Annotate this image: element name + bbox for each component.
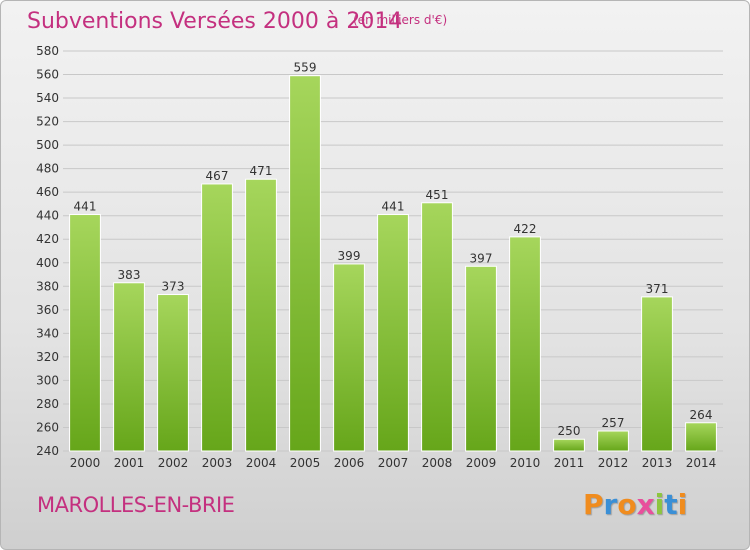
logo-letter: o — [617, 488, 637, 521]
data-label-2006: 399 — [338, 249, 361, 263]
x-axis-ticks: 2000 2001 2002 2003 2004 2005 2006 2007 2008 2009… — [70, 456, 717, 470]
logo-letter: i — [654, 488, 665, 521]
data-labels: 441 383 373 467 471 559 399 441 451 397 422 250 257 3… — [74, 61, 713, 439]
bar-2013 — [641, 296, 673, 452]
y-tick-label: 520 — [36, 115, 59, 129]
y-tick-label: 280 — [36, 397, 59, 411]
bar-2011 — [553, 438, 585, 452]
y-tick-label: 260 — [36, 420, 59, 434]
data-label-2012: 257 — [602, 416, 625, 430]
data-label-2010: 422 — [514, 222, 537, 236]
bar-2000 — [69, 214, 101, 452]
y-tick-label: 480 — [36, 162, 59, 176]
x-tick-label: 2007 — [378, 456, 409, 470]
y-tick-label: 300 — [36, 373, 59, 387]
logo-letter: P — [583, 488, 604, 521]
data-label-2014: 264 — [690, 408, 713, 422]
y-tick-label: 320 — [36, 350, 59, 364]
x-tick-label: 2014 — [686, 456, 717, 470]
data-label-2007: 441 — [382, 200, 405, 214]
bar-2006 — [333, 263, 365, 452]
chart-title: Subventions Versées 2000 à 2014 — [27, 9, 403, 34]
y-tick-label: 580 — [36, 44, 59, 58]
x-tick-label: 2000 — [70, 456, 101, 470]
bar-2008 — [421, 202, 453, 452]
x-tick-label: 2001 — [114, 456, 145, 470]
data-label-2013: 371 — [646, 282, 669, 296]
y-tick-label: 240 — [36, 444, 59, 458]
x-tick-label: 2006 — [334, 456, 365, 470]
x-tick-label: 2012 — [598, 456, 629, 470]
bar-2004 — [245, 178, 277, 452]
x-tick-label: 2005 — [290, 456, 321, 470]
x-tick-label: 2002 — [158, 456, 189, 470]
bar-2014 — [685, 422, 717, 452]
logo-letter: i — [677, 488, 688, 521]
chart-subtitle: (en milliers d'€) — [353, 13, 448, 27]
y-tick-label: 460 — [36, 185, 59, 199]
data-label-2011: 250 — [558, 424, 581, 438]
logo-letter: r — [603, 488, 618, 521]
bar-2002 — [157, 294, 189, 452]
data-label-2002: 373 — [162, 280, 185, 294]
x-tick-label: 2004 — [246, 456, 277, 470]
bar-2010 — [509, 236, 541, 452]
bar-2003 — [201, 183, 233, 452]
bar-2007 — [377, 214, 409, 452]
data-label-2000: 441 — [74, 200, 97, 214]
y-tick-label: 400 — [36, 256, 59, 270]
y-tick-label: 360 — [36, 303, 59, 317]
data-label-2003: 467 — [206, 169, 229, 183]
bar-2012 — [597, 430, 629, 452]
proxiti-logo[interactable]: Proxiti — [583, 488, 687, 521]
data-label-2009: 397 — [470, 251, 493, 265]
x-tick-label: 2009 — [466, 456, 497, 470]
y-tick-label: 420 — [36, 232, 59, 246]
data-label-2004: 471 — [250, 164, 273, 178]
logo-letter: x — [636, 488, 655, 521]
logo-letter: t — [664, 488, 678, 521]
data-label-2008: 451 — [426, 188, 449, 202]
x-tick-label: 2013 — [642, 456, 673, 470]
x-tick-label: 2008 — [422, 456, 453, 470]
x-tick-label: 2010 — [510, 456, 541, 470]
y-tick-label: 380 — [36, 279, 59, 293]
y-tick-label: 500 — [36, 138, 59, 152]
y-tick-label: 340 — [36, 326, 59, 340]
x-tick-label: 2003 — [202, 456, 233, 470]
y-tick-label: 540 — [36, 91, 59, 105]
y-tick-label: 560 — [36, 68, 59, 82]
y-axis-ticks: 240 260 280 300 320 340 360 380 400 420 440 460 480 5… — [36, 44, 59, 458]
bar-2009 — [465, 265, 497, 452]
y-tick-label: 440 — [36, 209, 59, 223]
bars — [69, 75, 717, 452]
bar-2001 — [113, 282, 145, 452]
x-tick-label: 2011 — [554, 456, 585, 470]
bar-2005 — [289, 75, 321, 452]
city-name: MAROLLES-EN-BRIE — [37, 493, 235, 517]
data-label-2005: 559 — [294, 61, 317, 75]
data-label-2001: 383 — [118, 268, 141, 282]
